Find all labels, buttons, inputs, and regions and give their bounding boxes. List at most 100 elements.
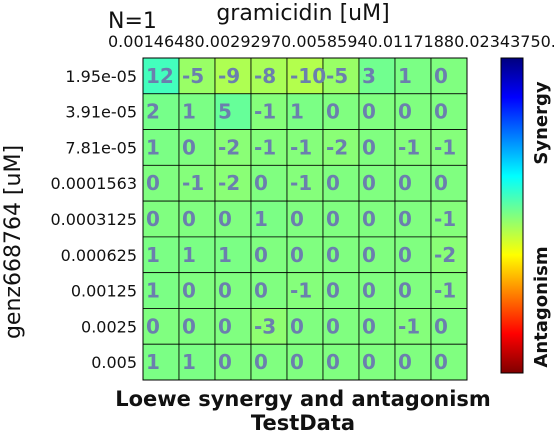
heatmap-cell [430,236,468,274]
heatmap-cell [142,164,180,202]
cell-value: 0 [326,243,340,267]
heatmap-cell [286,93,324,130]
cell-value: 0 [398,100,412,124]
cell-value: 0 [146,314,160,338]
heatmap-cell [250,129,288,166]
cell-value: -1 [290,171,312,195]
heatmap-cell [142,129,180,166]
cell-value: 2 [146,100,160,124]
chart-title-line-1: Loewe synergy and antagonism [115,387,491,411]
colorbar-bottom-label: Antagonism [531,246,552,367]
cell-value: -2 [434,243,456,267]
cell-value: 1 [182,243,196,267]
cell-value: 1 [146,135,160,159]
cell-value: 1 [146,279,160,303]
cell-value: 0 [326,171,340,195]
heatmap-cell [358,308,396,345]
heatmap-cell [394,57,432,95]
cell-value: 0 [290,243,304,267]
cell-value: 0 [434,64,448,88]
cell-value: -1 [290,135,312,159]
cell-value: 1 [218,243,232,267]
cell-value: 3 [362,64,376,88]
cell-value: 0 [326,350,340,374]
cell-value: 0 [434,100,448,124]
y-tick-label: 0.0025 [81,317,137,336]
y-tick-label: 0.005 [91,353,137,372]
cell-value: 1 [182,100,196,124]
heatmap-cell [250,236,288,274]
cell-value: 1 [182,350,196,374]
colorbar-top-label: Synergy [531,81,552,164]
colorbar [500,57,524,374]
cell-value: -1 [398,314,420,338]
cell-value: 0 [398,350,412,374]
heatmap-cell [394,236,432,274]
heatmap-cell [178,272,216,309]
heatmap-cell [358,343,396,381]
y-tick-label: 1.95e-05 [65,67,137,86]
x-tick-labels: 0.0014648​0.0029297​0.0058594​0.0117188​… [108,32,554,51]
heatmap-cell [178,57,216,95]
cell-value: 0 [362,135,376,159]
cell-value: 0 [182,314,196,338]
y-tick-labels: 1.95e-05 3.91e-05 7.81e-05 0.0001563 0.00031… [50,67,137,372]
cell-value-labels: 12 -5 -9 -8 -10 -5 3 1 02 1 5 -1 1 0 0 0 01 0 -2 -1 -1 -2 0 -1-… [146,64,456,374]
cell-value: 0 [362,350,376,374]
cell-value: -10 [290,64,326,88]
cell-value: 0 [326,314,340,338]
y-tick-label: 7.81e-05 [65,138,137,157]
cell-value: 1 [146,243,160,267]
cell-value: -1 [254,135,276,159]
heatmap-cell [322,308,360,345]
heatmap-cell [250,343,288,381]
y-tick-label: 0.00125 [71,282,137,301]
cell-value: -1 [254,100,276,124]
cell-value: 0 [218,314,232,338]
cell-value: 0 [290,207,304,231]
cell-value: 0 [146,207,160,231]
cell-value: 1 [146,350,160,374]
cell-value: 0 [254,171,268,195]
heatmap-cell [322,343,360,381]
cell-value: -1 [434,279,456,303]
heatmap-cell [214,129,252,166]
heatmap-cell [142,200,180,238]
cell-value: -8 [254,64,276,88]
cell-value: 0 [398,171,412,195]
y-tick-label: 3.91e-05 [65,103,137,122]
cell-value: 0 [182,135,196,159]
cell-value: 0 [218,207,232,231]
y-tick-label: 0.000625 [61,246,137,265]
y-axis-label: genz668764 [uM] [1,145,26,339]
heatmap-cell [394,93,432,130]
heatmap-cell [286,343,324,381]
heatmap-cell [286,236,324,274]
heatmap-cell [430,93,468,130]
heatmap-cell [286,272,324,309]
cell-value: 1 [254,207,268,231]
heatmap-cell [322,236,360,274]
cell-value: 0 [434,350,448,374]
cell-value: 0 [290,350,304,374]
cell-value: 0 [182,279,196,303]
heatmap-cell [250,200,288,238]
cell-value: 0 [326,100,340,124]
plot-border [142,57,468,381]
heatmap-cell [430,343,468,381]
cell-value: -9 [218,64,240,88]
cell-value: 1 [290,100,304,124]
heatmap-cell [430,129,468,166]
cell-value: 0 [146,171,160,195]
heatmap-cell [358,200,396,238]
cell-value: 0 [362,207,376,231]
heatmap-cell [250,164,288,202]
x-axis-label: gramicidin [uM] [216,1,389,26]
heatmap-cell [214,93,252,130]
heatmap-cell [142,343,180,381]
heatmap-cell [142,236,180,274]
cell-value: 0 [326,279,340,303]
heatmap-cell [358,93,396,130]
heatmap-cell [214,200,252,238]
